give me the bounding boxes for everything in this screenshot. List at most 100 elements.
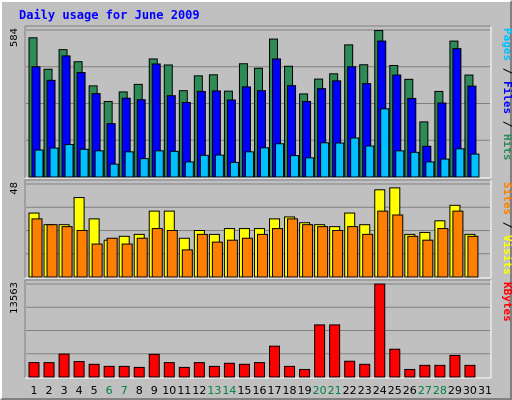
bar-sites-day-7 [121, 243, 133, 278]
x-tick-day-21: 21 [328, 384, 342, 397]
bar-pages-day-13 [214, 154, 224, 178]
bar-sites-day-15 [241, 237, 253, 278]
panel-background [25, 280, 491, 378]
x-tick-day-2: 2 [46, 384, 53, 397]
bar-pages-day-19 [305, 157, 315, 178]
bar-sites-day-14 [226, 239, 238, 278]
bar-pages-day-8 [139, 158, 149, 178]
x-tick-day-17: 17 [268, 384, 282, 397]
bar-kbytes-day-10 [163, 362, 175, 378]
bar-kbytes-day-3 [58, 353, 70, 378]
bar-kbytes-day-5 [88, 363, 100, 378]
bar-kbytes-day-19 [299, 368, 311, 378]
bar-pages-day-26 [410, 151, 420, 178]
x-tick-day-18: 18 [283, 384, 297, 397]
bar-sites-day-28 [437, 228, 449, 278]
panel-visits_sites: 48 Sites / Visits [9, 179, 512, 279]
bar-pages-day-24 [380, 108, 390, 178]
bar-pages-day-7 [124, 151, 134, 178]
bar-kbytes-day-14 [223, 362, 235, 378]
bar-pages-day-2 [49, 147, 59, 178]
series-kbytes [28, 283, 476, 378]
x-tick-day-20: 20 [313, 384, 327, 397]
x-tick-day-24: 24 [373, 384, 387, 397]
x-tick-day-31: 31 [478, 384, 492, 397]
x-tick-day-27: 27 [418, 384, 432, 397]
bar-sites-day-8 [136, 237, 148, 278]
bar-pages-day-25 [395, 150, 405, 178]
x-tick-day-6: 6 [106, 384, 113, 397]
bar-pages-day-14 [229, 161, 239, 178]
bar-pages-day-18 [290, 155, 300, 178]
bar-kbytes-day-30 [464, 364, 476, 378]
bar-pages-day-16 [259, 147, 269, 178]
bar-sites-day-30 [467, 235, 479, 278]
bar-sites-day-26 [407, 235, 419, 278]
bar-pages-day-10 [169, 150, 179, 178]
panel-hits_files_pages: 584 Pages / Files / Hits [9, 25, 512, 179]
bar-sites-day-2 [46, 224, 58, 278]
bar-kbytes-day-20 [314, 324, 326, 378]
y-max-label: 584 [9, 28, 20, 47]
bar-sites-day-12 [196, 233, 208, 278]
x-tick-day-4: 4 [76, 384, 83, 397]
bar-kbytes-day-17 [269, 345, 281, 378]
bar-sites-day-17 [272, 228, 284, 278]
bar-kbytes-day-2 [43, 362, 55, 378]
bar-pages-day-11 [184, 161, 194, 178]
y-max-label: 48 [9, 182, 20, 195]
bar-sites-day-16 [256, 233, 268, 278]
x-tick-day-19: 19 [298, 384, 312, 397]
bar-pages-day-17 [275, 143, 285, 178]
bar-kbytes-day-11 [178, 366, 190, 378]
bar-kbytes-day-21 [329, 324, 341, 378]
bar-kbytes-day-16 [253, 362, 265, 378]
x-tick-day-23: 23 [358, 384, 372, 397]
series-legend-label: KBytes [501, 282, 512, 322]
legend-text: / [501, 215, 512, 235]
x-tick-day-3: 3 [61, 384, 68, 397]
bar-sites-day-21 [332, 230, 344, 278]
bar-pages-day-27 [425, 161, 435, 178]
bar-kbytes-day-22 [344, 360, 356, 378]
bar-sites-day-5 [91, 243, 103, 278]
x-tick-day-28: 28 [433, 384, 447, 397]
bar-pages-day-3 [64, 144, 74, 178]
series-sites [31, 210, 479, 278]
bar-pages-day-1 [34, 149, 44, 178]
legend-text: Files [501, 81, 512, 114]
bar-pages-day-15 [244, 151, 254, 178]
bar-pages-day-12 [199, 154, 209, 178]
legend-text: / [501, 114, 512, 134]
series-files [31, 40, 477, 178]
bar-kbytes-day-7 [118, 365, 130, 378]
bar-kbytes-day-8 [133, 366, 145, 378]
x-axis-labels: 1 2 3 4 5 6 7 8 9 10 11 12 13 14 15 16 17 18 19 20 21 22 23 24 2… [31, 384, 492, 397]
bar-kbytes-day-24 [374, 283, 386, 378]
bar-sites-day-22 [347, 226, 359, 278]
bar-pages-day-20 [320, 142, 330, 178]
legend-text: Visits [501, 235, 512, 275]
legend-text: Sites [501, 182, 512, 215]
x-tick-day-13: 13 [207, 384, 221, 397]
bar-kbytes-day-18 [284, 365, 296, 378]
x-tick-day-7: 7 [121, 384, 128, 397]
bar-pages-day-4 [79, 148, 89, 178]
x-tick-day-11: 11 [177, 384, 191, 397]
bar-sites-day-24 [377, 210, 389, 278]
bar-pages-day-9 [154, 150, 164, 178]
x-tick-day-22: 22 [343, 384, 357, 397]
bar-kbytes-day-1 [28, 362, 40, 378]
bar-sites-day-9 [151, 228, 163, 278]
bar-sites-day-11 [181, 249, 193, 278]
x-tick-day-5: 5 [91, 384, 98, 397]
bar-kbytes-day-26 [404, 368, 416, 378]
bar-sites-day-10 [166, 230, 178, 278]
bar-pages-day-23 [365, 145, 375, 178]
x-tick-day-25: 25 [388, 384, 402, 397]
bar-pages-day-28 [440, 158, 450, 178]
bar-pages-day-21 [335, 142, 345, 178]
x-tick-day-1: 1 [31, 384, 38, 397]
bar-sites-day-13 [211, 241, 223, 278]
